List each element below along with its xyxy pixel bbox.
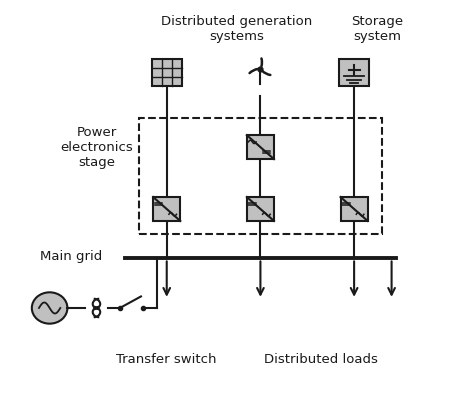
Bar xyxy=(153,197,180,221)
Text: Power
electronics
stage: Power electronics stage xyxy=(60,126,133,168)
Circle shape xyxy=(32,292,67,324)
Text: Distributed generation
systems: Distributed generation systems xyxy=(161,15,313,43)
Bar xyxy=(339,59,369,86)
Bar xyxy=(340,197,368,221)
Bar xyxy=(247,197,274,221)
Text: Storage
system: Storage system xyxy=(351,15,403,43)
Text: Distributed loads: Distributed loads xyxy=(264,353,378,366)
Bar xyxy=(247,135,274,159)
Text: Transfer switch: Transfer switch xyxy=(117,353,217,366)
Bar xyxy=(152,59,182,86)
Text: Main grid: Main grid xyxy=(40,250,102,263)
